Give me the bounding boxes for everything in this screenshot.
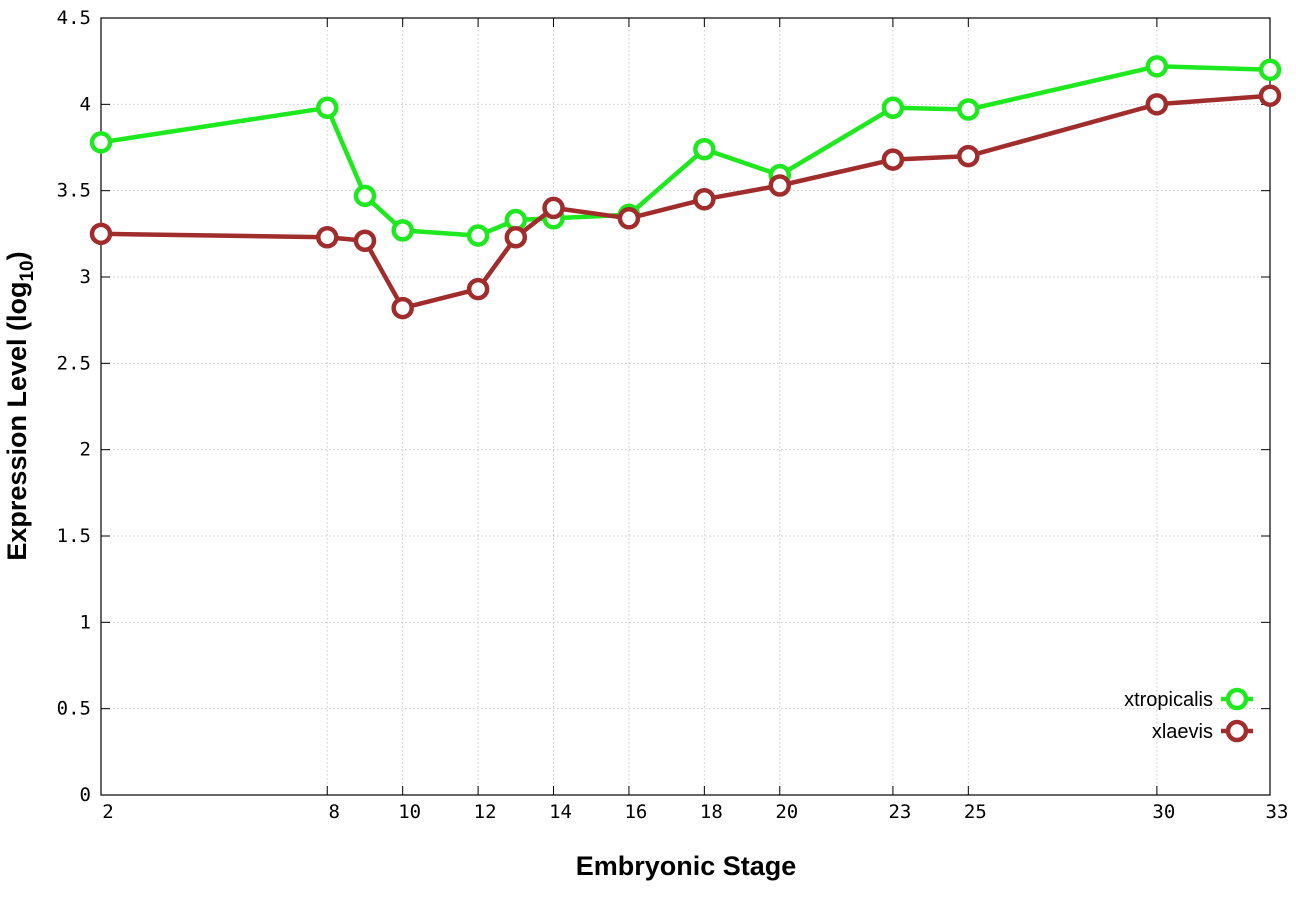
x-tick-label: 30 (1152, 801, 1175, 823)
data-point-xtropicalis (316, 96, 339, 120)
y-tick-label: 3.5 (57, 180, 91, 202)
x-tick-label: 20 (775, 801, 798, 823)
x-axis-title: Embryonic Stage (576, 851, 797, 881)
axis-ticks: 0 0.5 1 1.5 2 2.5 3 3.5 4 4.5 2 8 10 12 14 16 18 20 23 25 30… (57, 7, 1289, 823)
data-point-xlaevis (1258, 84, 1282, 107)
data-point-xlaevis (617, 207, 641, 230)
y-axis-title: Expression Level (log10) (2, 251, 38, 560)
y-axis-title-main: Expression Level (log (2, 282, 32, 561)
x-tick-label: 8 (329, 801, 340, 823)
legend-label-xlaevis: xlaevis (1152, 721, 1213, 743)
data-point-xtropicalis (353, 184, 377, 208)
series-line-xlaevis (100, 93, 1271, 311)
y-tick-label: 1.5 (57, 525, 91, 547)
x-tick-label: 2 (102, 801, 113, 823)
x-tick-label: 25 (964, 801, 987, 823)
plot-frame (100, 17, 1271, 796)
x-tick-label: 14 (549, 801, 572, 823)
x-tick-label: 18 (700, 801, 723, 823)
x-tick-label: 33 (1266, 801, 1289, 823)
series-xlaevis (89, 84, 1282, 320)
data-point-xlaevis (89, 222, 113, 246)
data-point-xtropicalis (957, 98, 980, 121)
data-point-xlaevis (693, 188, 716, 211)
legend: xtropicalis xlaevis (1124, 687, 1253, 743)
grid (101, 18, 1270, 795)
y-tick-label: 1 (80, 611, 91, 633)
series-xtropicalis (89, 55, 1282, 247)
x-tick-label: 16 (624, 801, 647, 823)
data-point-xlaevis (1145, 93, 1169, 116)
data-point-xtropicalis (466, 224, 490, 247)
data-point-xlaevis (504, 226, 528, 249)
series-layer (89, 55, 1282, 320)
legend-marker-xlaevis (1225, 719, 1249, 743)
y-tick-label: 2.5 (57, 352, 91, 374)
data-point-xtropicalis (1258, 58, 1282, 82)
x-tick-label: 10 (398, 801, 421, 823)
y-tick-label: 4.5 (57, 7, 91, 29)
legend-label-xtropicalis: xtropicalis (1124, 689, 1213, 711)
data-point-xtropicalis (89, 131, 113, 154)
x-tick-label: 12 (474, 801, 497, 823)
y-tick-label: 3 (80, 266, 91, 288)
data-point-xtropicalis (1145, 55, 1169, 78)
y-axis-title-subscript: 10 (17, 260, 38, 281)
data-point-xlaevis (768, 174, 792, 197)
y-axis-title-close: ) (2, 251, 32, 260)
data-point-xlaevis (316, 226, 339, 249)
data-point-xtropicalis (391, 219, 414, 242)
y-tick-label: 0.5 (57, 698, 91, 720)
data-point-xtropicalis (693, 137, 716, 161)
data-point-xlaevis (391, 296, 414, 320)
y-tick-label: 2 (80, 439, 91, 461)
y-tick-label: 0 (80, 784, 91, 806)
series-line-xtropicalis (100, 64, 1271, 238)
data-point-xlaevis (957, 144, 980, 168)
data-point-xtropicalis (881, 96, 905, 120)
data-point-xlaevis (542, 196, 565, 220)
legend-marker-xtropicalis (1225, 687, 1249, 711)
y-tick-label: 4 (80, 93, 91, 115)
data-point-xlaevis (353, 229, 377, 252)
data-point-xlaevis (466, 277, 490, 301)
x-tick-label: 23 (888, 801, 911, 823)
data-point-xlaevis (881, 148, 905, 171)
